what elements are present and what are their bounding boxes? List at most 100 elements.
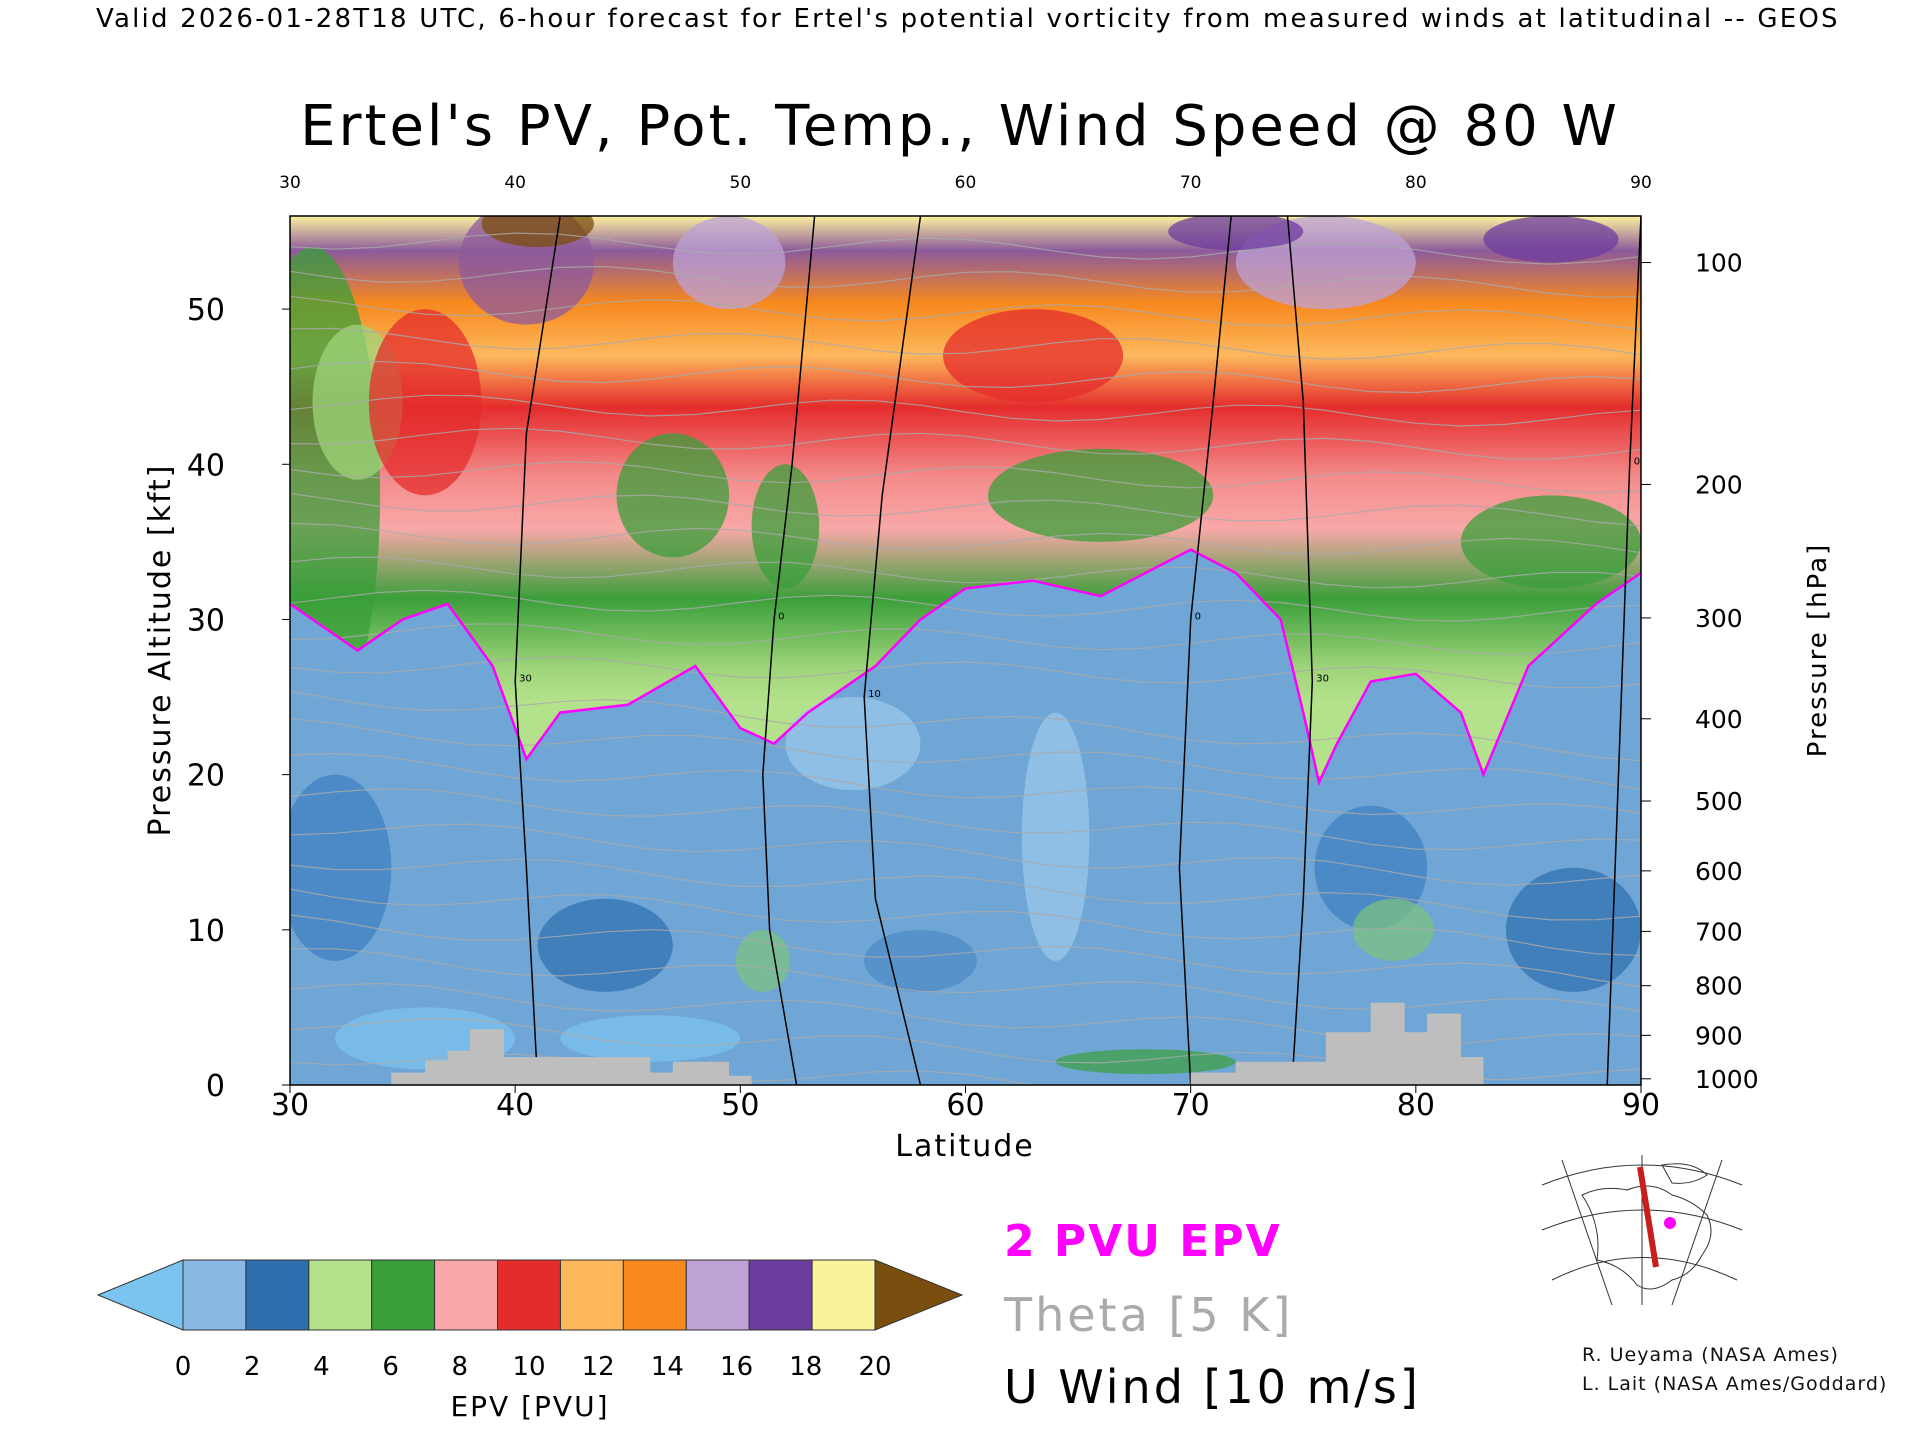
theta-contour <box>290 265 1641 298</box>
wind-contour-label: 0 <box>1634 456 1640 467</box>
pv-blob <box>1168 216 1304 251</box>
troposphere-blob <box>1055 1049 1236 1075</box>
y-axis-label: Pressure Altitude [kft] <box>143 464 178 837</box>
pressure-tick-label: 300 <box>1695 604 1743 633</box>
troposphere-blob <box>1352 898 1434 961</box>
theta-contour <box>290 522 1641 556</box>
pv-blob <box>616 433 730 558</box>
colorbar-tick-label: 20 <box>858 1352 891 1382</box>
locator-map <box>1541 1155 1743 1306</box>
wind-contour <box>762 216 816 1085</box>
wind-contour <box>1286 216 1314 1085</box>
colorbar-ticks: 0 2 4 6 8 10 12 14 16 18 20 <box>175 1352 892 1382</box>
pressure-tick-label: 900 <box>1695 1021 1743 1050</box>
colorbar-tick-label: 14 <box>651 1352 684 1382</box>
colorbar-cells <box>182 1259 876 1331</box>
wind-contour <box>1178 216 1232 1085</box>
terrain-fill <box>290 1002 1641 1085</box>
troposphere-blob <box>537 898 673 992</box>
colorbar-tick-label: 0 <box>175 1352 192 1382</box>
y-tick-label: 40 <box>187 448 225 483</box>
pv-blob <box>1460 495 1641 589</box>
pv-blob <box>481 216 594 248</box>
theta-contour <box>290 360 1641 394</box>
theta-contour <box>290 718 1641 791</box>
legend-wind: U Wind [10 m/s] <box>1004 1360 1421 1414</box>
wind-contour-label: 10 <box>868 689 881 700</box>
y-tick-label: 20 <box>187 759 225 794</box>
theta-contour <box>290 656 1641 689</box>
theta-contour <box>290 492 1641 527</box>
section-marker <box>1664 1217 1676 1229</box>
theta-contour <box>290 823 1641 886</box>
troposphere-blob <box>1505 867 1641 992</box>
colorbar-cell <box>685 1259 750 1331</box>
x-top-tick-label: 90 <box>1630 173 1652 193</box>
theta-contour <box>290 556 1641 589</box>
colorbar-cell <box>245 1259 310 1331</box>
colorbar-tick-label: 12 <box>582 1352 615 1382</box>
pv-blob <box>672 216 786 310</box>
pressure-tick-label: 500 <box>1695 787 1743 816</box>
theta-contour <box>290 690 1641 762</box>
y-tick-label: 30 <box>187 603 225 638</box>
x-tick-label: 30 <box>271 1088 309 1123</box>
colorbar-tick-label: 16 <box>720 1352 753 1382</box>
theta-contour <box>290 948 1641 1013</box>
y-axis-right: 100 200 300 400 500 600 700 800 900 1000 <box>1641 249 1759 1094</box>
theta-contour <box>290 394 1641 427</box>
tropopause-2pvu-contour <box>290 548 1641 787</box>
x-tick-label: 70 <box>1172 1088 1210 1123</box>
colorbar-tick-label: 4 <box>313 1352 330 1382</box>
section-line <box>1637 1166 1659 1268</box>
wind-contour-label: 0 <box>778 611 784 622</box>
colorbar-cell <box>748 1259 813 1331</box>
x-tick-label: 60 <box>946 1088 984 1123</box>
theta-contour <box>290 295 1641 331</box>
wind-contour-label: 30 <box>1316 674 1329 685</box>
colorbar-tick-label: 2 <box>244 1352 261 1382</box>
y2-axis-label: Pressure [hPa] <box>1803 543 1833 758</box>
colorbar-label: EPV [PVU] <box>450 1390 609 1423</box>
colorbar-cell <box>622 1259 687 1331</box>
troposphere-blob <box>785 697 921 791</box>
colorbar-over-triangle <box>874 1259 964 1331</box>
wind-contour <box>1606 216 1641 1085</box>
colorbar-cell <box>371 1259 436 1331</box>
theta-contours <box>290 232 1641 1085</box>
colorbar-cell <box>182 1259 247 1331</box>
theta-contour <box>290 589 1641 622</box>
chart-title: Ertel's PV, Pot. Temp., Wind Speed @ 80 … <box>300 94 1620 159</box>
x-top-tick-label: 60 <box>955 173 977 193</box>
colorbar-cell <box>434 1259 499 1331</box>
troposphere-blob <box>560 1015 741 1062</box>
theta-contour <box>290 232 1641 265</box>
troposphere-blob <box>864 929 977 992</box>
pressure-tick-label: 600 <box>1695 857 1743 886</box>
pressure-tick-label: 200 <box>1695 470 1743 499</box>
colorbar-tick-label: 6 <box>382 1352 399 1382</box>
colorbar-cell <box>559 1259 624 1331</box>
colorbar-tick-label: 18 <box>789 1352 822 1382</box>
wind-contour-label: 0 <box>1195 611 1201 622</box>
x-axis-top: 30 40 50 60 70 80 90 <box>279 173 1652 193</box>
x-top-tick-label: 70 <box>1180 173 1202 193</box>
theta-contour <box>290 623 1641 656</box>
x-top-tick-label: 80 <box>1405 173 1427 193</box>
colorbar-cell <box>811 1259 876 1331</box>
x-tick-label: 80 <box>1397 1088 1435 1123</box>
theta-contour <box>290 1053 1036 1085</box>
x-tick-label: 40 <box>496 1088 534 1123</box>
x-tick-label: 50 <box>721 1088 759 1123</box>
y-tick-label: 0 <box>206 1069 225 1104</box>
colorbar-cell <box>497 1259 561 1331</box>
theta-contour <box>290 752 1641 816</box>
theta-contour <box>290 788 1641 851</box>
x-top-tick-label: 30 <box>279 173 301 193</box>
x-top-tick-label: 50 <box>730 173 752 193</box>
x-tick-label: 90 <box>1622 1088 1660 1123</box>
theta-contour <box>290 461 1641 494</box>
troposphere-blob <box>735 929 790 992</box>
